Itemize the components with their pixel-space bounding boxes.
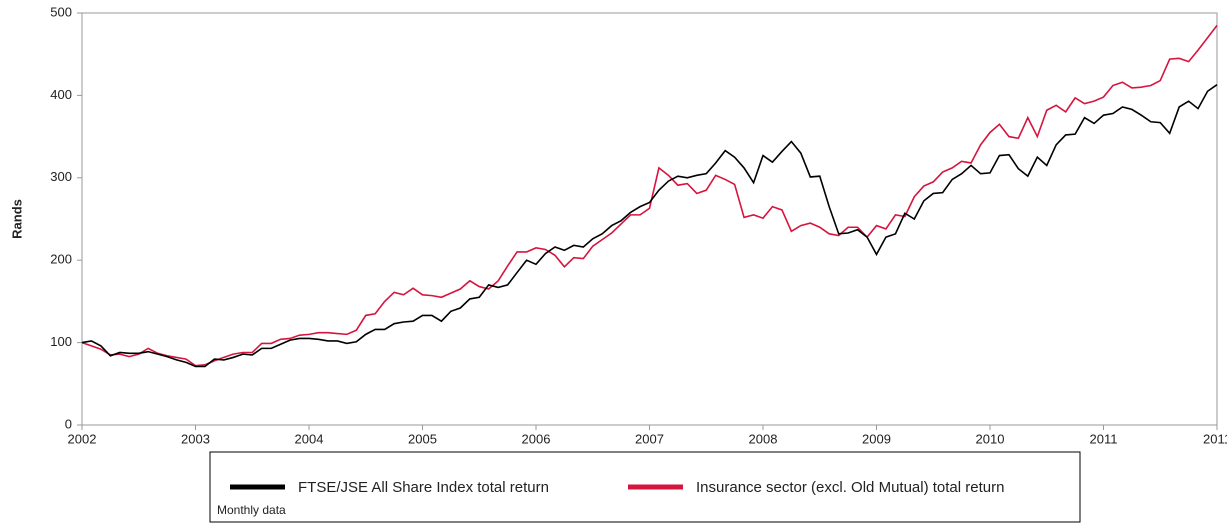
y-tick-label: 100 bbox=[50, 334, 72, 349]
y-tick-label: 0 bbox=[65, 416, 72, 431]
x-tick-label: 2004 bbox=[295, 431, 324, 446]
x-tick-label: 2011 bbox=[1203, 431, 1227, 446]
series-line bbox=[81, 84, 1218, 368]
legend-box bbox=[209, 451, 1081, 523]
plot-frame bbox=[81, 12, 1218, 426]
x-tick-label: 2003 bbox=[181, 431, 210, 446]
legend-label: Insurance sector (excl. Old Mutual) tota… bbox=[696, 479, 1004, 496]
y-tick-label: 400 bbox=[50, 87, 72, 102]
x-tick-label: 2007 bbox=[635, 431, 664, 446]
note: Monthly data bbox=[217, 503, 286, 517]
series-line bbox=[81, 24, 1218, 367]
x-tick-label: 2002 bbox=[68, 431, 97, 446]
x-tick-label: 2006 bbox=[522, 431, 551, 446]
legend-label: FTSE/JSE All Share Index total return bbox=[298, 479, 549, 496]
y-tick-label: 200 bbox=[50, 252, 72, 267]
y-tick-label: 500 bbox=[50, 4, 72, 19]
x-tick-label: 2005 bbox=[408, 431, 437, 446]
x-tick-label: 2011 bbox=[1090, 431, 1118, 446]
x-tick-label: 2009 bbox=[862, 431, 891, 446]
x-tick-label: 2010 bbox=[976, 431, 1005, 446]
y-axis-label: Rands bbox=[9, 199, 24, 239]
y-tick-label: 300 bbox=[50, 169, 72, 184]
x-tick-label: 2008 bbox=[749, 431, 778, 446]
